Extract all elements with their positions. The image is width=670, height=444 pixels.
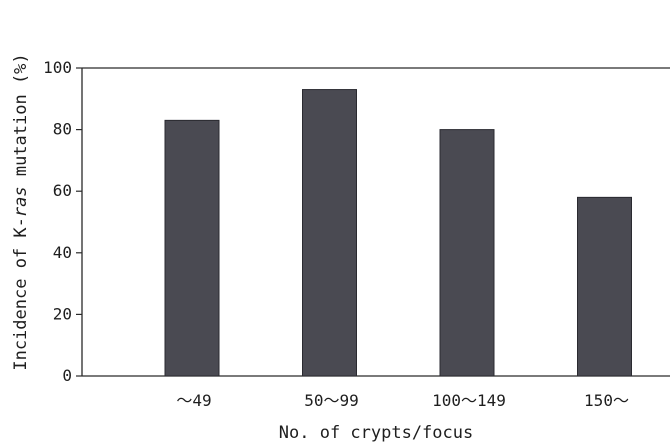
bar bbox=[577, 196, 632, 377]
bar bbox=[164, 119, 220, 377]
y-tick-label: 100 bbox=[43, 58, 72, 77]
x-tick-label: ～49 bbox=[176, 391, 211, 410]
y-tick-label: 80 bbox=[53, 120, 72, 139]
y-tick-label: 60 bbox=[53, 181, 72, 200]
y-tick-label: 20 bbox=[53, 304, 72, 323]
y-axis: 0 20 40 60 80 100 bbox=[43, 58, 82, 385]
x-tick-label: 150～ bbox=[584, 391, 629, 410]
x-tick-label: 100～149 bbox=[432, 391, 506, 410]
x-axis-title: No. of crypts/focus bbox=[279, 423, 473, 443]
y-tick-label: 0 bbox=[62, 366, 72, 385]
x-axis: ～49 50～99 100～149 150～ bbox=[176, 391, 629, 410]
bar bbox=[439, 129, 495, 377]
x-tick-label: 50～99 bbox=[304, 391, 359, 410]
y-axis-title: Incidence of K-ras mutation (%) bbox=[11, 53, 31, 370]
bars bbox=[164, 89, 632, 377]
y-tick-label: 40 bbox=[53, 243, 72, 262]
bar bbox=[302, 89, 357, 377]
